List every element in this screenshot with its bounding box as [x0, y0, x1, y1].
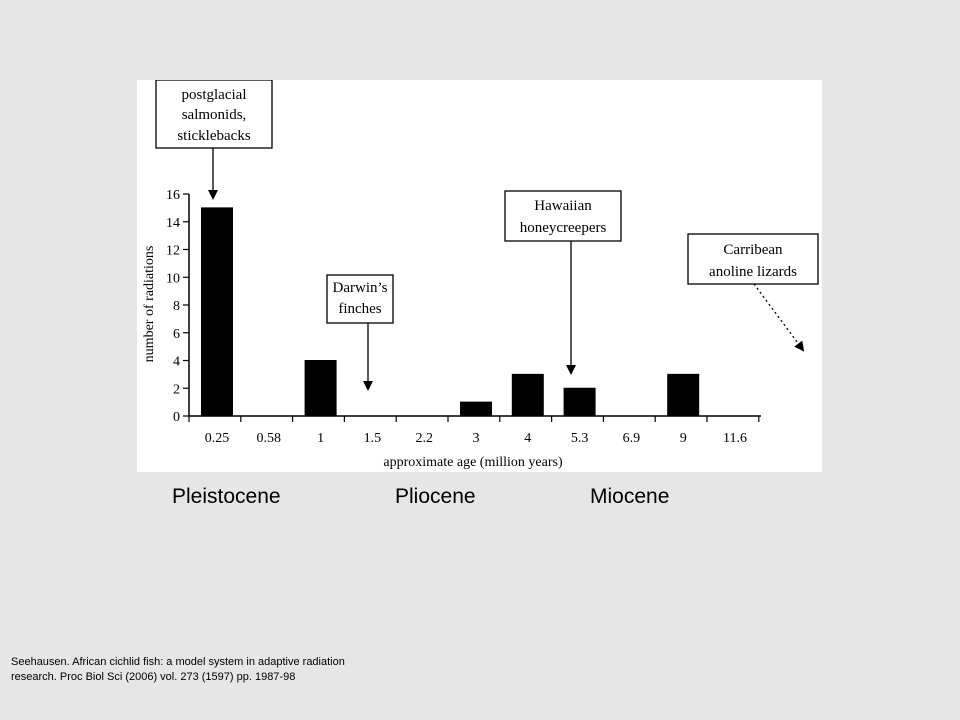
- epoch-miocene: Miocene: [590, 485, 670, 508]
- annotation-text: Hawaiian: [534, 198, 592, 214]
- citation-line-2: research. Proc Biol Sci (2006) vol. 273 …: [11, 671, 296, 683]
- y-tick-label: 0: [173, 410, 180, 425]
- annotation-text: finches: [338, 301, 381, 317]
- annotation-box: [504, 190, 622, 242]
- epoch-pleistocene: Pleistocene: [172, 485, 281, 508]
- bar: [667, 373, 700, 417]
- x-tick-label: 0.25: [205, 431, 230, 446]
- x-tick-label: 1.5: [364, 431, 382, 446]
- annotation-text: Darwin’s: [333, 280, 388, 296]
- annotation-callout: Carribean anoline lizards: [687, 233, 819, 352]
- y-tick-label: 8: [173, 299, 180, 314]
- bar: [563, 387, 596, 417]
- annotation-text: postglacial: [182, 87, 247, 103]
- y-tick-label: 4: [173, 355, 180, 370]
- annotation-text: sticklebacks: [177, 128, 250, 144]
- x-tick-label: 11.6: [723, 431, 747, 446]
- x-tick-label: 9: [680, 431, 687, 446]
- annotation-text: salmonids,: [182, 107, 247, 123]
- x-axis-label: approximate age (million years): [383, 455, 563, 470]
- annotation-box: [687, 233, 819, 285]
- x-tick-label: 0.58: [257, 431, 282, 446]
- x-tick-label: 4: [524, 431, 531, 446]
- y-tick-label: 14: [166, 216, 180, 231]
- annotation-text: anoline lizards: [709, 264, 797, 280]
- x-tick-label: 5.3: [571, 431, 589, 446]
- bar: [201, 207, 233, 417]
- chart-panel: number of radiations approximate age (mi…: [137, 80, 822, 472]
- annotation-callout: Darwin’s finches: [326, 274, 394, 391]
- bar: [511, 373, 544, 417]
- x-tick-label: 3: [473, 431, 480, 446]
- annotation-callout: Hawaiian honeycreepers: [504, 190, 622, 375]
- x-tick-label: 6.9: [623, 431, 641, 446]
- epoch-pliocene: Pliocene: [395, 485, 476, 508]
- annotation-box: [155, 80, 273, 149]
- y-tick-label: 10: [166, 271, 180, 286]
- annotation-text: honeycreepers: [520, 220, 607, 236]
- y-tick-label: 2: [173, 382, 180, 397]
- bar: [460, 401, 492, 417]
- annotation-box: [326, 274, 394, 324]
- annotation-text: Carribean: [723, 242, 783, 258]
- y-tick-label: 16: [166, 188, 180, 203]
- y-tick-label: 12: [166, 244, 180, 259]
- bar: [304, 360, 337, 417]
- citation: Seehausen. African cichlid fish: a model…: [11, 655, 471, 685]
- citation-line-1: Seehausen. African cichlid fish: a model…: [11, 656, 345, 668]
- bar-chart: number of radiations approximate age (mi…: [142, 80, 819, 470]
- annotation-arrow: [753, 283, 805, 352]
- y-axis-label: number of radiations: [142, 246, 157, 363]
- y-tick-label: 6: [173, 327, 180, 342]
- x-tick-label: 2.2: [415, 431, 433, 446]
- x-tick-label: 1: [317, 431, 324, 446]
- annotation-callout: postglacial salmonids, sticklebacks: [155, 80, 273, 200]
